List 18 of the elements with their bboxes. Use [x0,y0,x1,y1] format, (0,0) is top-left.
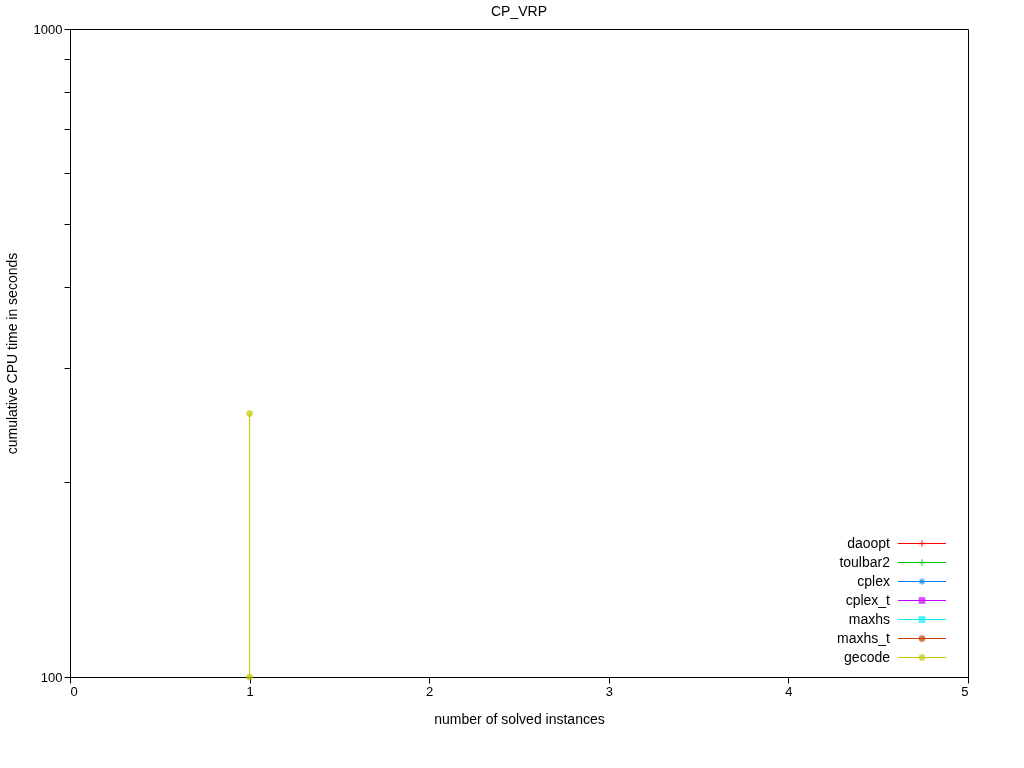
legend-label: maxhs [848,610,890,627]
chart-title: CP_VRP [490,3,548,19]
y-tick-label: 100 [40,669,63,685]
legend-label: cplex_t [845,591,891,608]
legend-label: maxhs_t [837,629,891,646]
legend-label: toulbar2 [839,553,891,570]
legend-label: cplex [857,572,890,589]
x-tick-label: 2 [426,683,434,699]
legend-label: gecode [844,648,891,665]
legend-label: daoopt [847,534,891,551]
y-tick-label: 1000 [33,21,63,37]
x-tick-label: 1 [246,683,254,699]
x-axis-title: number of solved instances [434,710,605,727]
y-axis-title: cumulative CPU time in seconds [3,252,20,455]
x-tick-label: 5 [961,683,969,699]
x-tick-label: 3 [605,683,613,699]
x-tick-label: 4 [785,683,793,699]
x-tick-label: 0 [70,683,78,699]
